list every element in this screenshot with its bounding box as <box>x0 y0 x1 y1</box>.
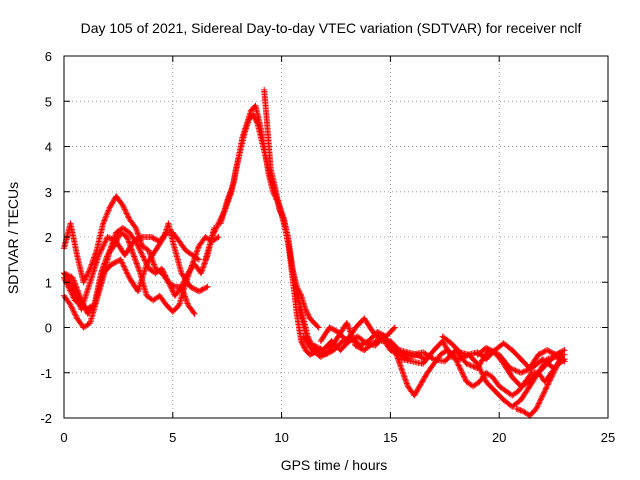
data-markers <box>61 86 568 419</box>
x-tick-label: 15 <box>383 430 397 445</box>
x-tick-label: 25 <box>601 430 615 445</box>
y-tick-label: 5 <box>45 94 52 109</box>
grid <box>64 56 608 418</box>
series-markers <box>261 86 324 358</box>
chart-title: Day 105 of 2021, Sidereal Day-to-day VTE… <box>81 20 582 36</box>
y-tick-label: 3 <box>45 185 52 200</box>
series-markers <box>439 333 568 372</box>
y-tick-label: 1 <box>45 275 52 290</box>
x-tick-label: 10 <box>274 430 288 445</box>
x-tick-label: 20 <box>492 430 506 445</box>
y-tick-label: -1 <box>40 366 52 381</box>
series-markers <box>513 351 566 419</box>
series-markers <box>474 344 568 390</box>
x-axis-label: GPS time / hours <box>281 457 388 473</box>
series-track-8 <box>261 86 324 358</box>
y-tick-label: -2 <box>40 411 52 426</box>
x-tick-label: 0 <box>60 430 67 445</box>
y-tick-label: 2 <box>45 230 52 245</box>
y-tick-label: 0 <box>45 321 52 336</box>
y-tick-label: 6 <box>45 49 52 64</box>
series-track-16 <box>439 333 568 372</box>
y-axis-label: SDTVAR / TECUs <box>5 182 21 294</box>
series-track-18 <box>474 344 568 390</box>
series-track-17 <box>513 351 566 419</box>
y-tick-label: 4 <box>45 140 52 155</box>
axis-ticks: 0 5 10 15 20 25 -2 -1 0 1 2 3 4 5 6 <box>40 49 615 445</box>
x-tick-label: 5 <box>169 430 176 445</box>
